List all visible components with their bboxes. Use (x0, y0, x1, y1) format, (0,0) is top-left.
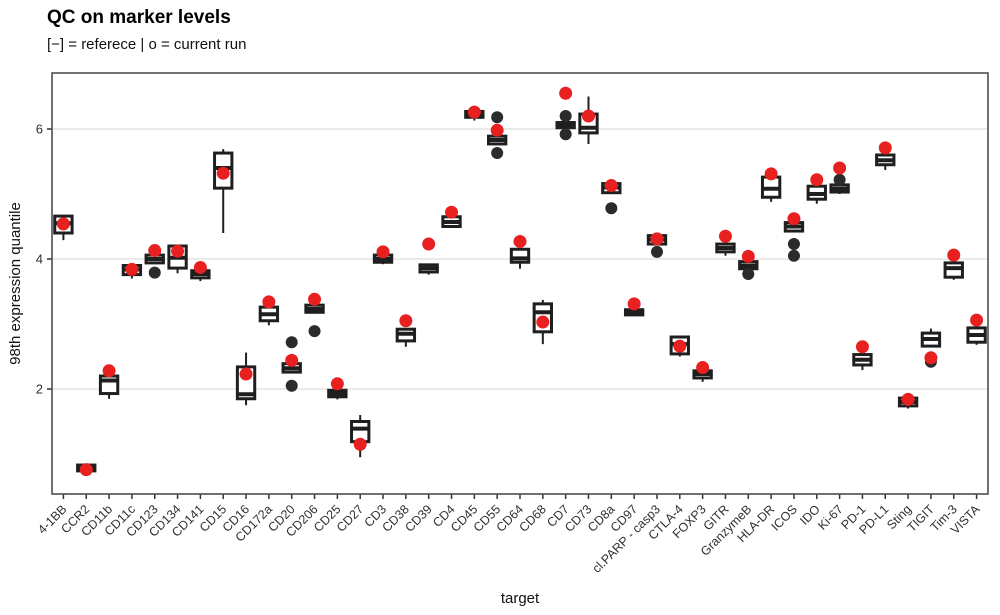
x-tick-label: CD27 (334, 502, 367, 535)
current-run-dot-ICOS (787, 212, 801, 226)
current-run-dot-CD39 (422, 237, 436, 251)
current-run-dot-CD123 (148, 244, 162, 258)
current-run-dot-CD25 (330, 377, 344, 391)
outlier-dot-CD20 (285, 336, 298, 349)
current-run-dot-Ki-67 (833, 161, 847, 175)
outlier-dot-CD123 (148, 266, 161, 279)
current-run-dot-CD11c (125, 262, 139, 276)
boxplot-Ki-67 (829, 183, 850, 194)
panel-border (51, 72, 989, 495)
current-run-dot-CD172a (262, 295, 276, 309)
current-run-dot-CD73 (581, 109, 595, 123)
current-run-dot-FOXP3 (696, 361, 710, 375)
x-tick-label: CD68 (516, 502, 549, 535)
boxplot-CD206 (304, 303, 325, 314)
current-run-dot-IDO (810, 173, 824, 187)
current-run-dot-CD206 (308, 292, 322, 306)
boxplot-CD97 (623, 308, 645, 317)
y-axis-title: 98th expression quantile (7, 202, 24, 365)
outlier-dot-CD206 (308, 325, 321, 338)
x-tick-label: CD39 (402, 502, 435, 535)
current-run-dot-CD11b (102, 364, 116, 378)
outlier-dot-CD55 (491, 147, 504, 160)
boxplot-TIGIT (920, 328, 942, 348)
boxplot-HLA-DR (760, 175, 782, 202)
current-run-dot-CD38 (399, 314, 413, 328)
outlier-dot-CD8a (605, 202, 618, 215)
current-run-dot-Sting (901, 392, 915, 406)
current-run-dot-CD20 (285, 353, 299, 367)
boxplot-PD-L1 (875, 153, 896, 170)
boxplot-GITR (715, 242, 736, 256)
boxplot-PD-1 (852, 353, 873, 371)
current-run-dot-HLA-DR (764, 167, 778, 181)
current-run-dot-CD16 (239, 367, 253, 381)
outlier-dot-cl.PARP - casp3 (650, 245, 663, 258)
current-run-dot-PD-1 (855, 340, 869, 354)
boxplot-CD55 (486, 134, 508, 146)
y-tick-label: 2 (36, 382, 43, 397)
current-run-dot-CD27 (353, 437, 367, 451)
current-run-dot-CTLA-4 (673, 339, 687, 353)
outlier-dot-GranzymeB (742, 267, 755, 280)
outlier-dot-CD55 (491, 111, 504, 124)
current-run-dot-GITR (718, 229, 732, 243)
current-run-dot-PD-L1 (878, 141, 892, 155)
outlier-dot-ICOS (787, 238, 800, 251)
current-run-dot-Tim-3 (947, 248, 961, 262)
current-run-dot-cl.PARP - casp3 (650, 232, 664, 246)
chart-subtitle-legend: [−] = referece | o = current run (47, 36, 247, 53)
boxplot-IDO (806, 184, 827, 204)
current-run-dot-CD7 (559, 86, 573, 100)
y-tick-label: 4 (36, 252, 43, 267)
current-run-dot-VISTA (970, 313, 984, 327)
current-run-dot-TIGIT (924, 351, 938, 365)
outlier-dot-Ki-67 (833, 173, 846, 186)
x-tick-label: Ki-67 (815, 502, 846, 533)
y-tick-label: 6 (36, 122, 43, 137)
boxplot-CD25 (327, 388, 348, 400)
current-run-dot-CCR2 (79, 463, 93, 477)
outlier-dot-CD7 (559, 128, 572, 141)
x-axis-title: target (501, 590, 540, 607)
outlier-dot-CD7 (559, 110, 572, 122)
boxplot-CD64 (509, 247, 531, 269)
boxplot-CD38 (395, 327, 417, 347)
outlier-dot-CD20 (285, 379, 298, 392)
current-run-dot-GranzymeB (741, 249, 755, 263)
current-run-dot-CD4 (445, 205, 459, 219)
current-run-dot-4-1BB (56, 217, 70, 231)
current-run-dot-CD68 (536, 315, 550, 329)
chart-title: QC on marker levels (47, 7, 231, 28)
current-run-dot-CD45 (467, 105, 481, 119)
current-run-dot-CD55 (490, 123, 504, 137)
current-run-dot-CD64 (513, 234, 527, 248)
current-run-dot-CD134 (171, 244, 185, 258)
plot-panel (52, 73, 988, 494)
boxplot-CD39 (418, 263, 439, 275)
current-run-dot-CD3 (376, 245, 390, 259)
current-run-dot-CD8a (604, 179, 618, 193)
boxplot-Tim-3 (943, 261, 964, 280)
current-run-dot-CD97 (627, 297, 641, 311)
boxplot-VISTA (966, 326, 987, 345)
outlier-dot-ICOS (787, 249, 800, 262)
current-run-dot-CD15 (216, 166, 230, 180)
current-run-dot-CD141 (193, 260, 207, 274)
x-tick-label: ICOS (769, 502, 801, 534)
